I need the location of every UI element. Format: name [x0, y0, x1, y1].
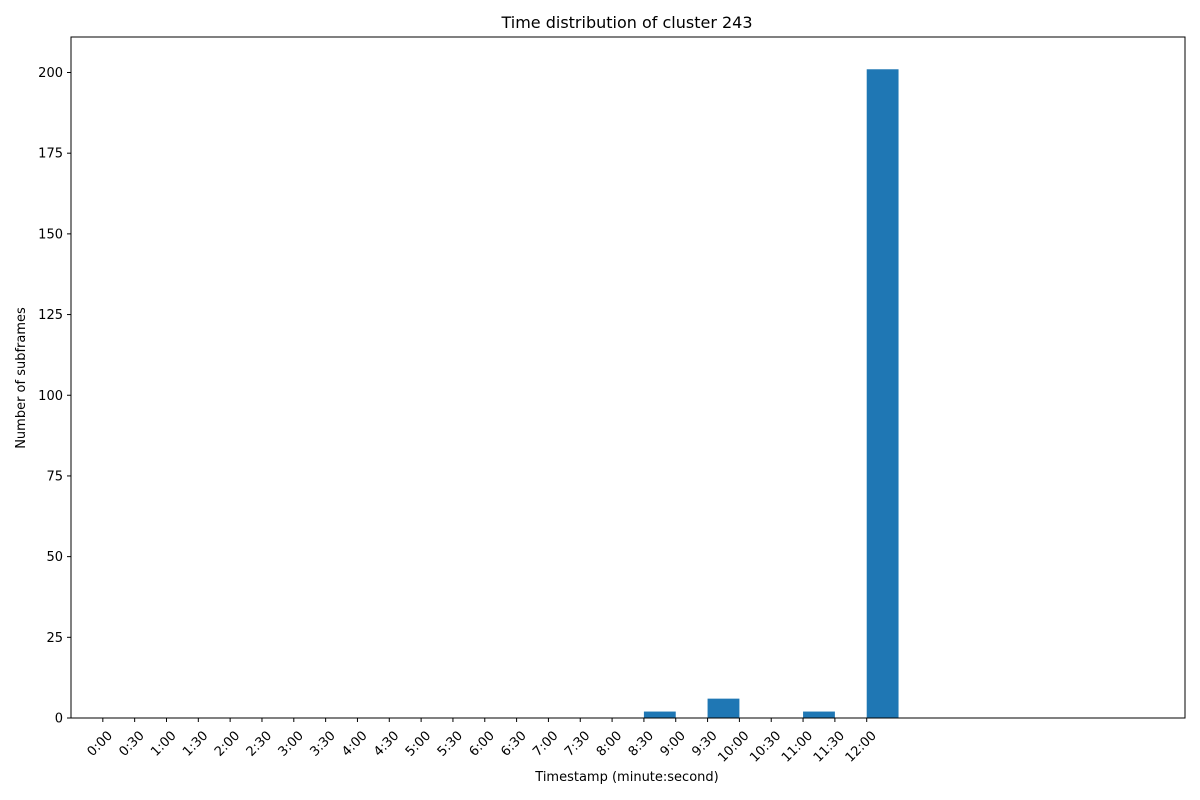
x-tick-label: 10:30: [747, 728, 784, 765]
x-tick-label: 3:00: [276, 728, 307, 759]
x-tick-label: 3:30: [307, 728, 338, 759]
x-tick-label: 6:30: [498, 728, 529, 759]
y-ticks-group: 0 25 50 75 100 125 150 175 200: [38, 66, 71, 727]
x-tick-label: 1:00: [148, 728, 179, 759]
y-axis-label: Number of subframes: [14, 307, 29, 449]
x-tick-label: 4:30: [371, 728, 402, 759]
x-tick-label: 12:00: [843, 728, 880, 765]
y-tick-label: 125: [38, 308, 63, 323]
chart-title: Time distribution of cluster 243: [500, 13, 752, 32]
x-tick-label: 11:30: [811, 728, 848, 765]
plot-frame: [70, 36, 1186, 719]
x-axis-label: Timestamp (minute:second): [534, 770, 718, 785]
y-tick-label: 200: [38, 66, 63, 81]
x-tick-label: 0:30: [116, 728, 147, 759]
y-tick-label: 100: [38, 389, 63, 404]
y-tick-label: 150: [38, 227, 63, 242]
y-tick-label: 0: [55, 712, 63, 727]
x-tick-label: 5:30: [435, 728, 466, 759]
x-ticks-group: 0:00 0:30 1:00 1:30 2:00 2:30 3:00 3:30 4:00 4:30…: [85, 718, 880, 766]
bar-8-30: [643, 711, 676, 718]
x-tick-label: 6:00: [467, 728, 498, 759]
y-tick-label: 25: [46, 631, 63, 646]
x-tick-label: 9:00: [658, 728, 689, 759]
y-tick-label: 50: [46, 550, 63, 565]
y-tick-label: 75: [46, 469, 63, 484]
x-tick-label: 1:30: [180, 728, 211, 759]
x-tick-label: 4:00: [339, 728, 370, 759]
x-tick-label: 2:00: [212, 728, 243, 759]
bar-11-00: [803, 711, 835, 718]
x-tick-label: 0:00: [85, 728, 116, 759]
bar-12-00: [866, 69, 899, 718]
y-tick-label: 175: [38, 147, 63, 162]
x-tick-label: 10:00: [715, 728, 752, 765]
bar-9-30: [707, 698, 740, 718]
x-tick-label: 11:00: [779, 728, 816, 765]
bars-group: [643, 69, 899, 718]
x-tick-label: 7:30: [562, 728, 593, 759]
x-tick-label: 7:00: [530, 728, 561, 759]
x-tick-label: 8:00: [594, 728, 625, 759]
x-tick-label: 5:00: [403, 728, 434, 759]
x-tick-label: 8:30: [626, 728, 657, 759]
x-tick-label: 2:30: [244, 728, 275, 759]
